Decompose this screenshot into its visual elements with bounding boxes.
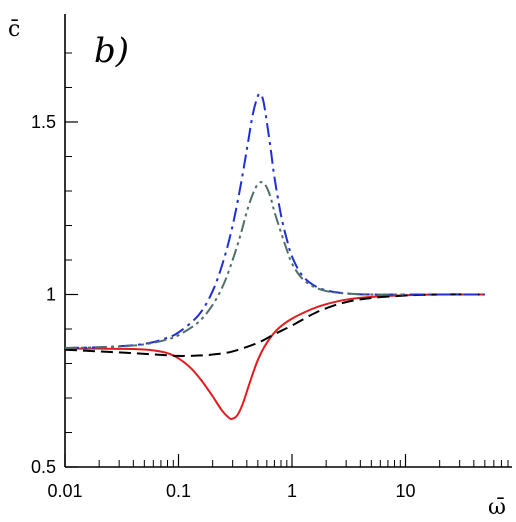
x-axis-title: ω̄ [488, 495, 506, 520]
series-line-1 [64, 293, 485, 421]
x-tick-label: 1 [287, 481, 297, 501]
series-line-2 [64, 293, 485, 357]
panel-label: b) [94, 31, 129, 71]
x-tick-label: 10 [395, 481, 415, 501]
x-tick-label: 0.01 [47, 481, 82, 501]
y-axis-title: c̄ [8, 17, 20, 42]
series-line-3 [64, 92, 485, 349]
series-line-4 [64, 181, 406, 349]
y-tick-label: 1 [46, 285, 56, 305]
plot-lines [64, 92, 485, 421]
labels: b) c̄ ω̄ [8, 17, 506, 520]
x-tick-label: 0.1 [166, 481, 191, 501]
axes: 0.01 0.1 1 10 0.5 1 1.5 [31, 14, 512, 501]
y-tick-label: 0.5 [31, 457, 56, 477]
y-tick-label: 1.5 [31, 112, 56, 132]
